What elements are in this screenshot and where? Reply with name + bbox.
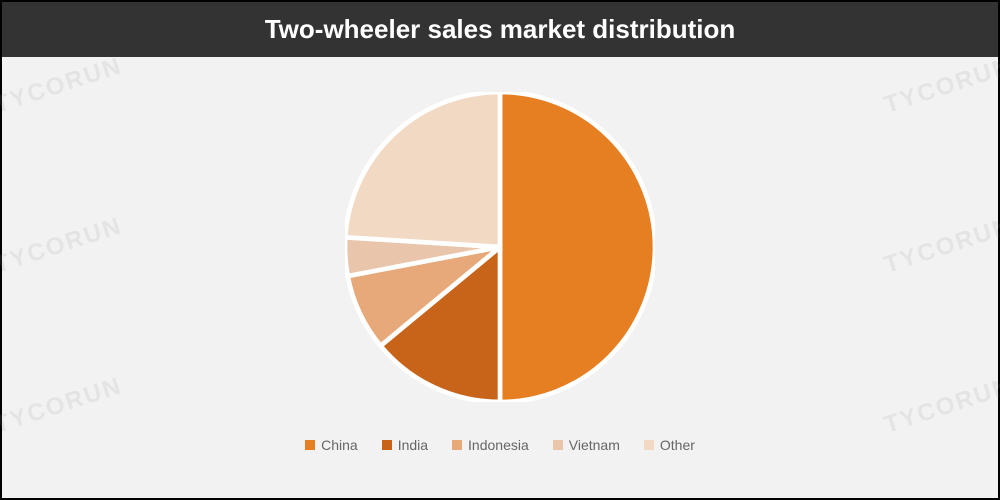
legend-item-indonesia: Indonesia [452, 437, 529, 453]
legend-swatch [452, 440, 462, 450]
legend-swatch [644, 440, 654, 450]
pie-svg [345, 92, 655, 402]
legend-swatch [553, 440, 563, 450]
legend-item-india: India [382, 437, 428, 453]
legend: China India Indonesia Vietnam Other [2, 437, 998, 467]
legend-label: Indonesia [468, 437, 529, 453]
title-bar: Two-wheeler sales market distribution [2, 2, 998, 57]
legend-item-other: Other [644, 437, 695, 453]
legend-label: India [398, 437, 428, 453]
chart-area [2, 57, 998, 437]
pie-slice-other [345, 92, 500, 247]
legend-item-china: China [305, 437, 358, 453]
legend-swatch [382, 440, 392, 450]
legend-item-vietnam: Vietnam [553, 437, 620, 453]
legend-swatch [305, 440, 315, 450]
legend-label: Vietnam [569, 437, 620, 453]
page-title: Two-wheeler sales market distribution [265, 14, 736, 44]
pie-chart [345, 92, 655, 402]
legend-label: Other [660, 437, 695, 453]
pie-slice-china [500, 92, 655, 402]
legend-label: China [321, 437, 358, 453]
